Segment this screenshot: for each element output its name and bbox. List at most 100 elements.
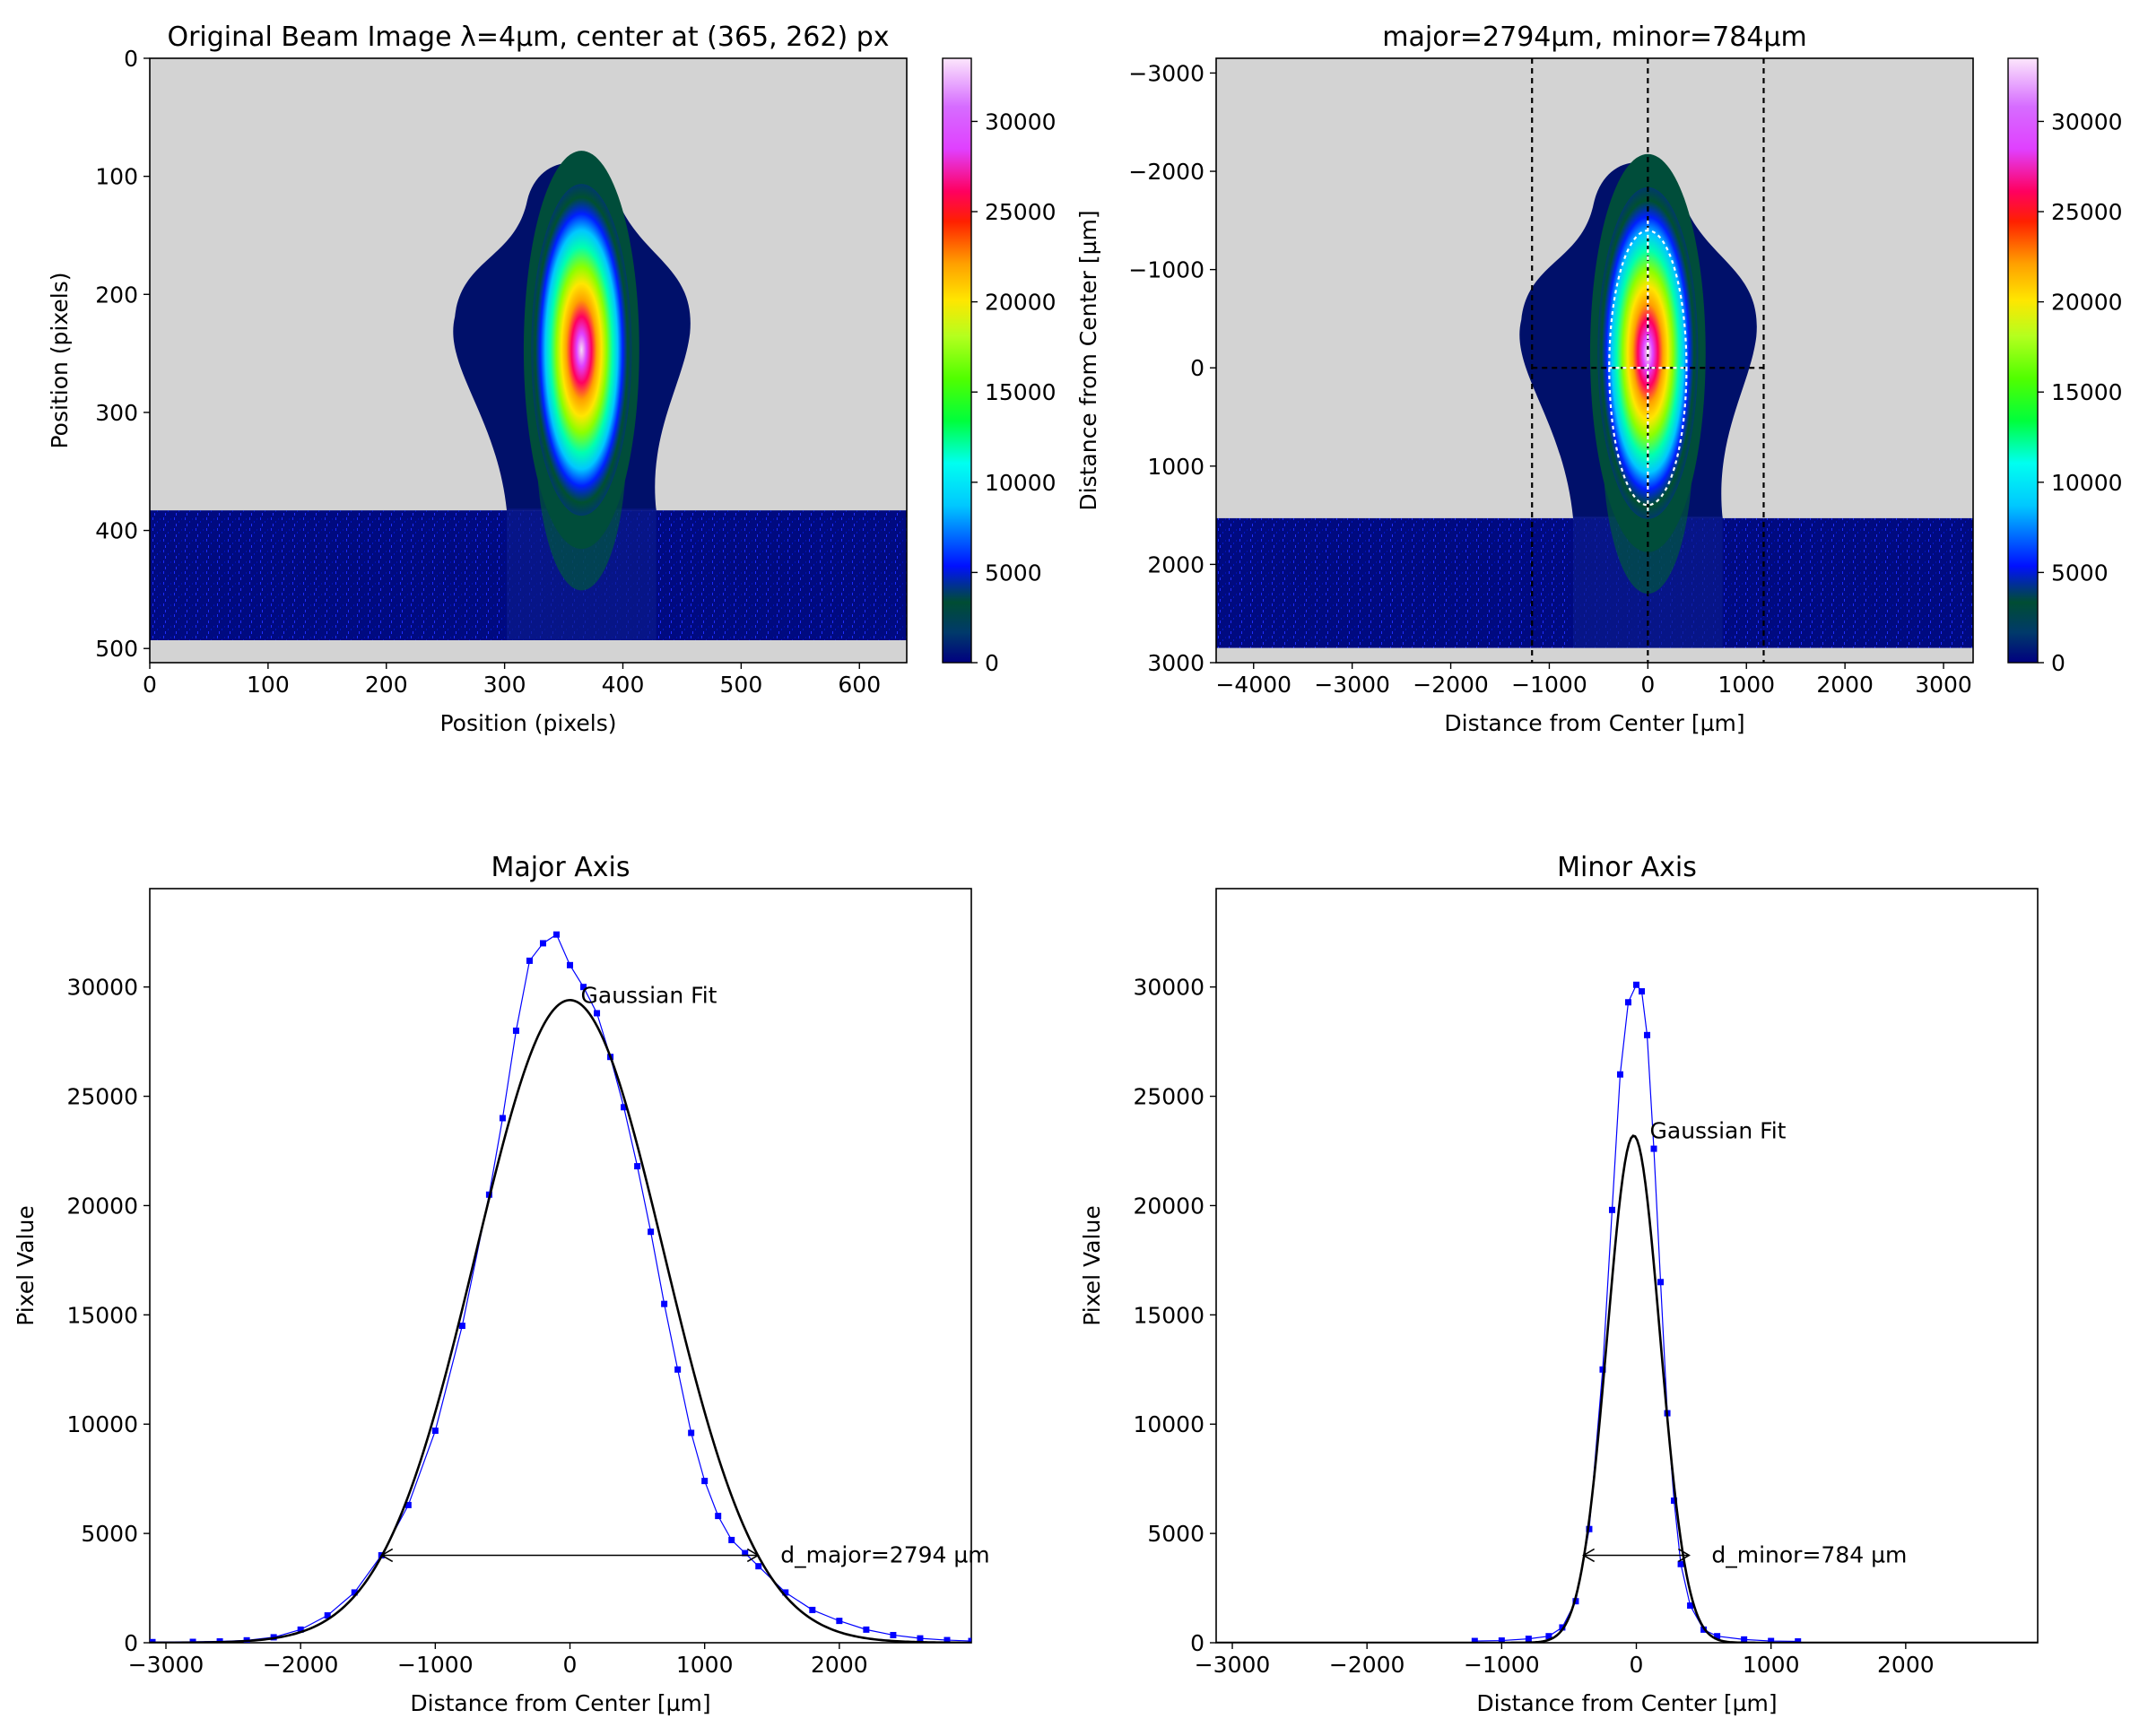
minor-fit-label: Gaussian Fit [1650, 1117, 1787, 1143]
major-measured-point-37 [890, 1631, 897, 1638]
heat2-cbar-tick-label: 10000 [2051, 470, 2123, 496]
heat2-cbar-tick-label: 30000 [2051, 108, 2123, 135]
major-xtick-label: −1000 [397, 1652, 474, 1678]
heat2-ytick-label: 1000 [1147, 454, 1204, 480]
major-measured-point-25 [661, 1300, 668, 1307]
heat2-image [1216, 58, 1973, 663]
major-measured-point-26 [674, 1366, 682, 1373]
heat2-ytick-label: −2000 [1128, 159, 1204, 185]
major-measured-point-32 [755, 1563, 762, 1570]
major-xtick-label: 2000 [811, 1652, 868, 1678]
heat2-xlabel: Distance from Center [µm] [1444, 710, 1744, 736]
major-measured-point-16 [539, 940, 546, 947]
heat2-ytick-label: 3000 [1147, 650, 1204, 676]
major-diameter-label: d_major=2794 µm [780, 1541, 989, 1567]
major-plot-area [150, 931, 971, 1643]
heat2-xtick-label: 0 [1640, 672, 1655, 698]
minor-ylabel: Pixel Value [1079, 1205, 1105, 1325]
heat1-colorbar [942, 57, 972, 664]
minor-measured-point-23 [1768, 1637, 1775, 1643]
major-xtick-label: 1000 [676, 1652, 734, 1678]
major-measured-point-39 [944, 1636, 951, 1643]
minor-measured-point-10 [1625, 999, 1632, 1006]
minor-measured-point-24 [1795, 1638, 1802, 1643]
minor-measured-point-12 [1639, 988, 1646, 995]
minor-xtick-label: 0 [1630, 1652, 1644, 1678]
major-arrow-head-left [380, 1548, 394, 1563]
minor-gaussian-fit [1216, 1134, 2038, 1643]
minor-measured-point-17 [1671, 1497, 1678, 1505]
minor-measured-point-9 [1616, 1071, 1623, 1078]
major-xtick-label: 0 [563, 1652, 578, 1678]
minor-xtick-label: −3000 [1195, 1652, 1271, 1678]
heat1-cbar-tick-label: 20000 [985, 290, 1057, 316]
major-measured-point-5 [297, 1626, 304, 1633]
major-ytick-label: 5000 [81, 1521, 138, 1547]
major-arrow-head-right [746, 1548, 760, 1563]
heat1-xtick-label: 0 [143, 672, 157, 698]
heat1-xlabel: Position (pixels) [440, 710, 617, 736]
minor-ytick-label: 0 [1190, 1630, 1204, 1656]
minor-measured-point-15 [1657, 1279, 1665, 1286]
major-ytick-label: 25000 [66, 1084, 138, 1110]
heat1-cbar-tick-label: 25000 [985, 199, 1057, 225]
major-measured-point-28 [701, 1478, 709, 1485]
major-measured-point-14 [512, 1027, 519, 1034]
heat2-xtick-label: 3000 [1915, 672, 1972, 698]
minor-measured-point-18 [1677, 1560, 1684, 1567]
minor-measured-point-0 [1471, 1637, 1478, 1643]
major-measured-point-15 [526, 957, 533, 964]
major-measured-point-24 [648, 1228, 655, 1236]
major-measured-point-30 [728, 1536, 735, 1543]
major-measured-point-34 [809, 1606, 816, 1613]
major-measured-point-23 [634, 1163, 641, 1170]
minor-ytick-label: 25000 [1133, 1084, 1204, 1110]
heat1-xtick-label: 300 [483, 672, 526, 698]
minor-xtick-label: 2000 [1877, 1652, 1935, 1678]
heat2-ytick-label: 0 [1190, 355, 1204, 381]
heat1-ytick-label: 500 [95, 636, 138, 662]
minor-axes [1215, 888, 2039, 1644]
heat1-cbar-tick-label: 30000 [985, 108, 1057, 135]
major-xtick-label: −2000 [263, 1652, 339, 1678]
major-measured-point-20 [594, 1010, 601, 1017]
major-measured-point-11 [458, 1323, 465, 1330]
major-measured-point-9 [404, 1501, 412, 1508]
major-axes [149, 888, 972, 1644]
heat1-title: Original Beam Image λ=4µm, center at (36… [167, 22, 889, 53]
heat1-ytick-label: 300 [95, 400, 138, 426]
heat2-xtick-label: −2000 [1413, 672, 1489, 698]
heat1-beam-core [531, 184, 632, 516]
minor-measured-point-6 [1586, 1525, 1593, 1532]
major-measured-point-27 [688, 1429, 695, 1437]
minor-measured-point-3 [1545, 1633, 1552, 1640]
heat1-cbar-tick-label: 0 [985, 650, 999, 676]
minor-measured-point-19 [1687, 1602, 1694, 1610]
minor-measured-point-2 [1525, 1636, 1532, 1643]
major-measured-point-0 [150, 1638, 156, 1643]
minor-ytick-label: 15000 [1133, 1302, 1204, 1328]
heat1-xtick-label: 500 [720, 672, 763, 698]
minor-ytick-label: 30000 [1133, 975, 1204, 1001]
major-measured-point-1 [189, 1638, 196, 1643]
heat2-cbar-tick-label: 15000 [2051, 379, 2123, 405]
heat2-xtick-label: 2000 [1816, 672, 1874, 698]
heat1-cbar-tick-label: 5000 [985, 560, 1042, 586]
heat1-xtick-label: 600 [838, 672, 881, 698]
major-measured-point-31 [742, 1549, 749, 1557]
heat2-ytick-label: −3000 [1128, 60, 1204, 86]
heat2-axes [1215, 57, 1974, 664]
minor-ytick-label: 5000 [1147, 1521, 1204, 1547]
minor-measured-point-11 [1633, 981, 1640, 988]
minor-ytick-label: 20000 [1133, 1193, 1204, 1219]
heat1-cbar-tick-label: 10000 [985, 470, 1057, 496]
heat1-xtick-label: 400 [602, 672, 645, 698]
major-measured-point-17 [552, 931, 560, 938]
major-measured-point-6 [324, 1612, 331, 1619]
major-measured-point-2 [216, 1638, 223, 1643]
major-ylabel: Pixel Value [13, 1205, 39, 1325]
minor-plot-area [1216, 981, 2038, 1643]
heat2-cbar-tick-label: 0 [2051, 650, 2065, 676]
major-xtick-label: −3000 [128, 1652, 204, 1678]
